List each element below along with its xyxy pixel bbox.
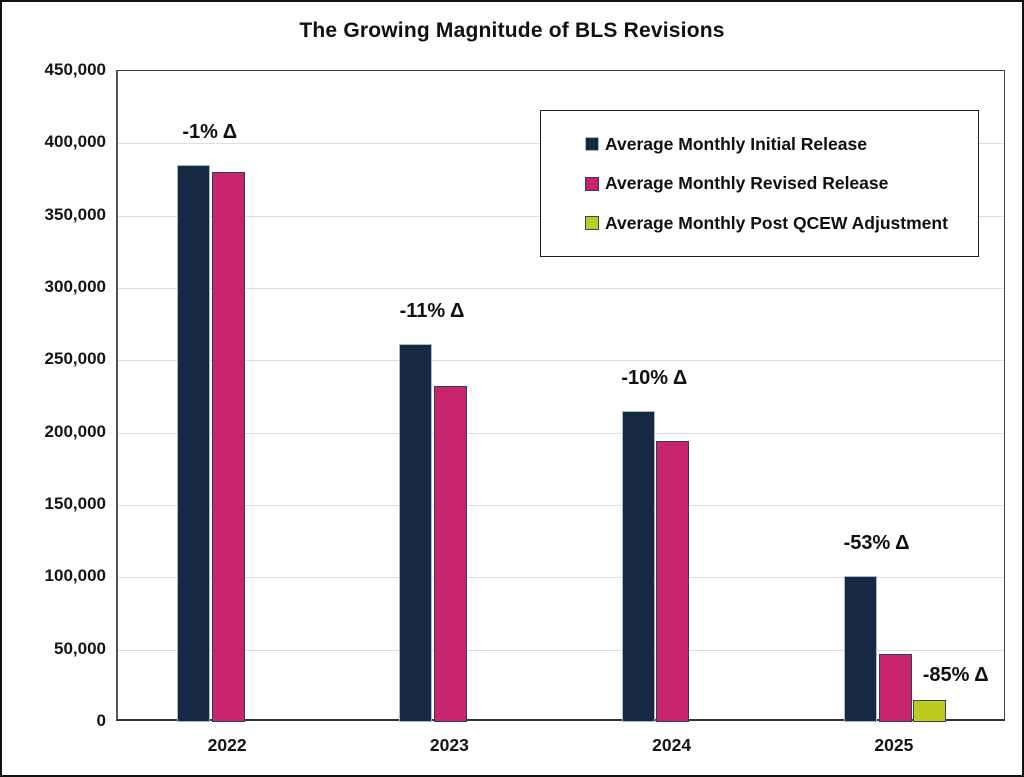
legend-item-qcew: Average Monthly Post QCEW Adjustment: [585, 213, 978, 234]
legend-item-revised: Average Monthly Revised Release: [585, 173, 978, 194]
bar-initial-2023: [399, 344, 433, 722]
y-tick-label: 400,000: [44, 132, 106, 152]
bar-qcew-2025: [913, 700, 947, 722]
gridline: [118, 505, 1004, 506]
gridline: [118, 360, 1004, 362]
y-tick-label: 100,000: [44, 566, 106, 586]
y-tick-label: 250,000: [44, 349, 106, 369]
y-tick-label: 450,000: [44, 60, 106, 79]
bar-revised-2025: [878, 654, 912, 722]
legend-label-initial: Average Monthly Initial Release: [605, 133, 867, 154]
legend-swatch-revised-icon: [585, 176, 599, 191]
x-tick-label-2024: 2024: [652, 735, 692, 755]
delta-annotation: -85% Δ: [922, 664, 989, 687]
legend: Average Monthly Initial Release Average …: [540, 110, 979, 257]
legend-swatch-qcew-icon: [585, 216, 599, 230]
bar-initial-2022: [177, 165, 211, 722]
y-tick-label: 300,000: [44, 277, 106, 296]
chart-title: The Growing Magnitude of BLS Revisions: [299, 19, 725, 42]
y-tick-label: 0: [96, 711, 106, 730]
x-tick-label-2022: 2022: [207, 735, 247, 755]
legend-item-initial: Average Monthly Initial Release: [585, 134, 978, 155]
delta-annotation: -11% Δ: [399, 300, 465, 323]
x-tick-label-2025: 2025: [874, 735, 914, 755]
legend-label-revised: Average Monthly Revised Release: [605, 173, 889, 193]
bar-revised-2023: [434, 386, 468, 722]
y-tick-label: 50,000: [54, 638, 106, 658]
legend-label-qcew: Average Monthly Post QCEW Adjustment: [605, 212, 948, 233]
x-tick-label-2023: 2023: [429, 735, 469, 755]
delta-annotation: -53% Δ: [843, 531, 910, 554]
delta-annotation: -10% Δ: [621, 366, 688, 389]
gridline: [118, 577, 1004, 579]
bar-initial-2024: [621, 410, 655, 722]
y-tick-label: 350,000: [44, 204, 106, 224]
y-tick-label: 200,000: [44, 421, 106, 441]
bar-initial-2025: [843, 575, 877, 722]
gridline: [118, 432, 1004, 434]
gridline: [118, 649, 1004, 651]
bar-revised-2022: [211, 172, 245, 722]
legend-swatch-initial-icon: [585, 137, 599, 151]
gridline: [118, 288, 1004, 289]
y-tick-label: 150,000: [44, 494, 106, 513]
delta-annotation: -1% Δ: [182, 121, 238, 144]
bar-revised-2024: [656, 441, 690, 722]
